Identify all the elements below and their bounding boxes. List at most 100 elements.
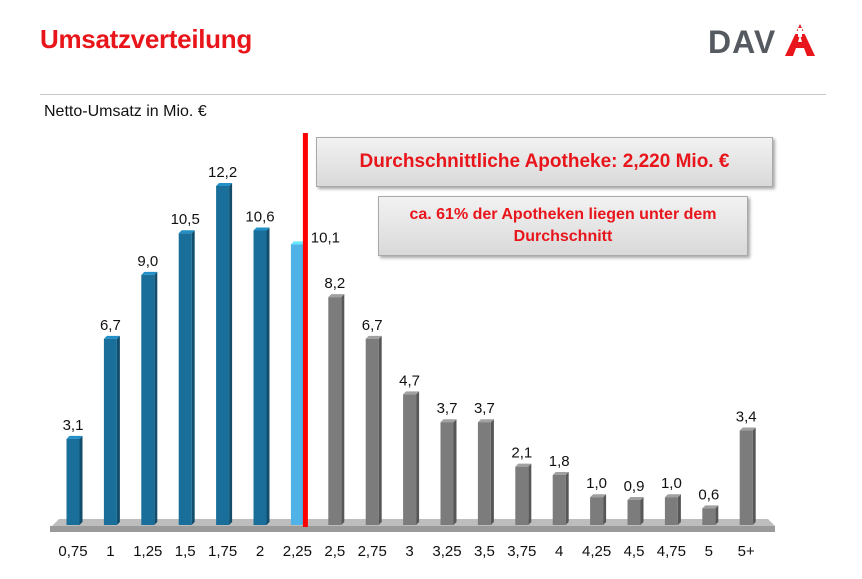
bar-top [216, 183, 233, 186]
value-label: 1,0 [586, 475, 607, 492]
bar-front [702, 508, 716, 525]
bar [552, 471, 569, 525]
bar-top [702, 505, 719, 509]
bar-side [640, 496, 644, 525]
x-tick-label: 2,25 [283, 543, 312, 560]
bar-side [266, 227, 270, 525]
value-label: 6,7 [100, 317, 121, 334]
bar [216, 183, 233, 525]
value-label: 6,7 [362, 317, 383, 334]
value-label: 1,8 [549, 453, 570, 470]
bar-top [664, 494, 681, 498]
x-tick-label: 2,75 [358, 543, 387, 560]
value-label: 1,0 [661, 475, 682, 492]
bar-side [341, 294, 345, 525]
bar-side [565, 471, 569, 525]
x-tick-label: 3,25 [432, 543, 461, 560]
bar-top [739, 427, 756, 431]
bar [590, 494, 607, 525]
bar-front [178, 233, 192, 525]
bar-front [440, 422, 454, 525]
x-tick-label: 2 [256, 543, 264, 560]
average-annotation-box: Durchschnittliche Apotheke: 2,220 Mio. € [316, 137, 773, 187]
x-tick-label: 5 [705, 543, 713, 560]
bar [178, 230, 195, 525]
value-label: 0,6 [698, 486, 719, 503]
bar-front [66, 438, 80, 525]
bar-top [365, 335, 382, 339]
value-label: 3,4 [736, 409, 757, 426]
x-tick-label: 4 [555, 543, 563, 560]
bar-front [103, 338, 117, 525]
value-label: 9,0 [137, 253, 158, 270]
x-tick-label: 3,75 [507, 543, 536, 560]
bar [702, 505, 719, 525]
apotheke-a-icon [782, 22, 818, 63]
header-divider [40, 94, 826, 95]
x-tick-label: 1,25 [133, 543, 162, 560]
x-tick-label: 4,75 [657, 543, 686, 560]
bar-side [490, 419, 494, 525]
bar-side [715, 505, 719, 525]
value-label: 12,2 [208, 164, 237, 181]
x-tick-label: 5+ [738, 543, 755, 560]
value-labels: 3,1 6,7 9,0 10,5 12,2 10,6 10,1 8,2 6,7 4,7 3,7 3,7… [63, 164, 757, 503]
value-label: 3,7 [437, 400, 458, 417]
bar-side [79, 435, 83, 525]
bar-side [752, 427, 756, 525]
bar-front [664, 497, 678, 525]
bar-front [365, 338, 379, 525]
bar [403, 391, 420, 525]
bar-front [552, 474, 566, 525]
value-label: 10,6 [245, 208, 274, 225]
bar-front [477, 422, 491, 525]
x-tick-label: 4,5 [624, 543, 645, 560]
x-tick-label: 1,5 [175, 543, 196, 560]
value-label: 3,7 [474, 400, 495, 417]
logo-text: DAV [708, 23, 777, 60]
bar [440, 419, 457, 525]
bar-side [416, 391, 420, 525]
bar-side [677, 494, 681, 525]
bar-front [403, 394, 417, 525]
bar [253, 227, 270, 525]
bar-top [627, 496, 644, 500]
x-tick-label: 3,5 [474, 543, 495, 560]
page-title: Umsatzverteilung [40, 24, 252, 54]
bar [627, 496, 644, 525]
y-axis-label: Netto-Umsatz in Mio. € [44, 103, 207, 120]
bar-top [253, 227, 270, 231]
bar-front [590, 497, 604, 525]
x-tick-label: 1,75 [208, 543, 237, 560]
bar-front [328, 297, 342, 525]
bar-side [116, 335, 120, 525]
bar-front [253, 230, 267, 525]
value-label: 0,9 [624, 478, 645, 495]
value-label: 2,1 [511, 445, 532, 462]
bar-top [590, 494, 607, 498]
value-label: 4,7 [399, 372, 420, 389]
bar [477, 419, 494, 525]
value-label: 3,1 [63, 417, 84, 434]
bar [365, 335, 382, 525]
bar [739, 427, 756, 525]
bars [66, 183, 756, 525]
bar-top [66, 435, 83, 439]
bar [103, 335, 120, 525]
bar-top [552, 471, 569, 475]
bar [664, 494, 681, 525]
share-annotation-text: ca. 61% der Apotheken liegen unter dem D… [409, 206, 717, 245]
value-label: 10,5 [171, 211, 200, 228]
bar-top [328, 294, 345, 298]
bar [141, 271, 158, 525]
value-label: 8,2 [324, 275, 345, 292]
bar-top [440, 419, 457, 423]
bar-side [603, 494, 607, 525]
bar-top [141, 271, 158, 275]
value-label: 10,1 [311, 229, 340, 246]
bar-top [403, 391, 420, 395]
bar-front [515, 466, 529, 525]
bar-side [191, 230, 195, 525]
bar-top [103, 335, 120, 339]
